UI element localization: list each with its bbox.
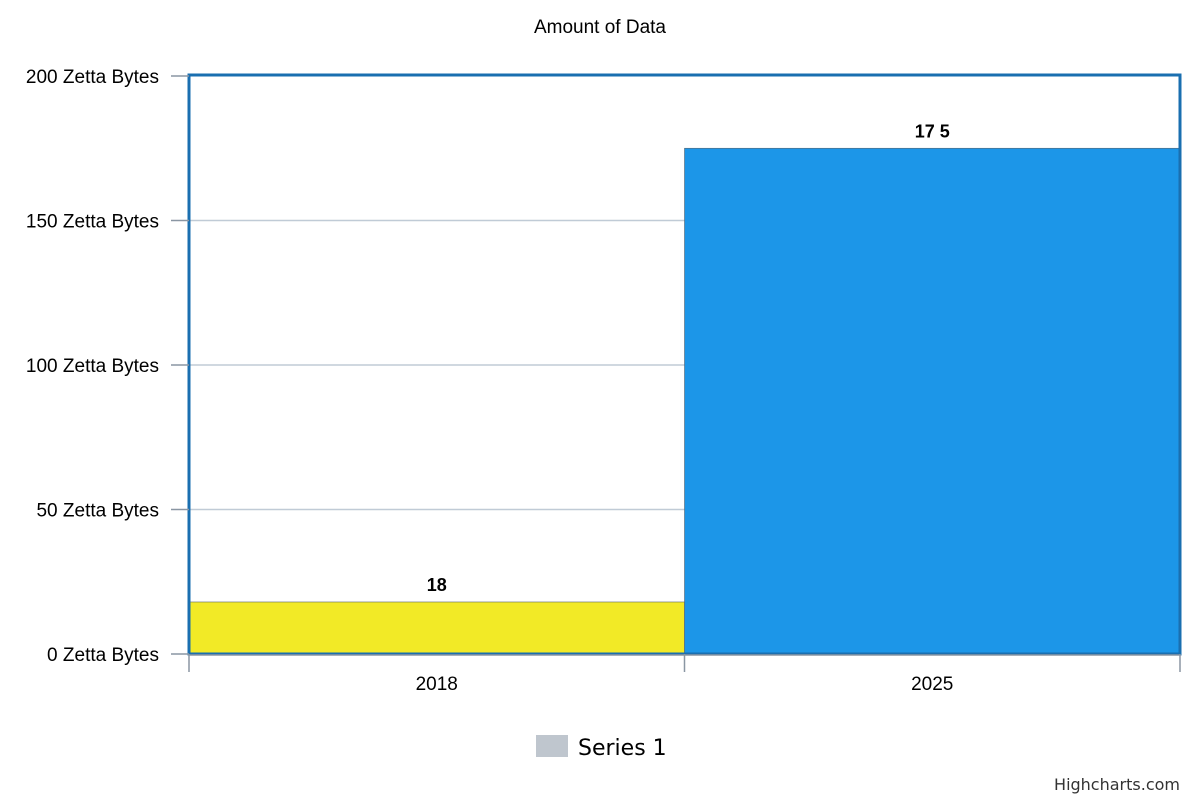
x-tick-label: 2025 — [911, 674, 953, 695]
bar-2018[interactable] — [188, 601, 685, 655]
axes — [171, 75, 1181, 672]
chart-title: Amount of Data — [534, 17, 666, 38]
y-tick-label: 50 Zetta Bytes — [36, 501, 159, 522]
credits-link[interactable]: Highcharts.com — [1054, 775, 1180, 794]
y-tick-label: 200 Zetta Bytes — [26, 67, 159, 88]
x-axis-tick-labels: 2018 2025 — [416, 674, 954, 695]
legend-label[interactable]: Series 1 — [578, 736, 667, 761]
y-tick-label: 0 Zetta Bytes — [47, 645, 159, 666]
y-tick-label: 100 Zetta Bytes — [26, 356, 159, 377]
y-tick-label: 150 Zetta Bytes — [26, 212, 159, 233]
data-label: 18 — [427, 575, 447, 595]
y-axis-tick-labels: 0 Zetta Bytes 50 Zetta Bytes 100 Zetta Byt… — [26, 67, 159, 666]
data-labels: 18 17 5 — [427, 121, 950, 595]
data-label: 17 5 — [915, 121, 950, 141]
x-tick-label: 2018 — [416, 674, 458, 695]
bar-2025[interactable] — [684, 147, 1181, 655]
legend[interactable]: Series 1 — [536, 735, 667, 761]
legend-swatch[interactable] — [536, 735, 568, 757]
bars-group — [188, 147, 1181, 655]
